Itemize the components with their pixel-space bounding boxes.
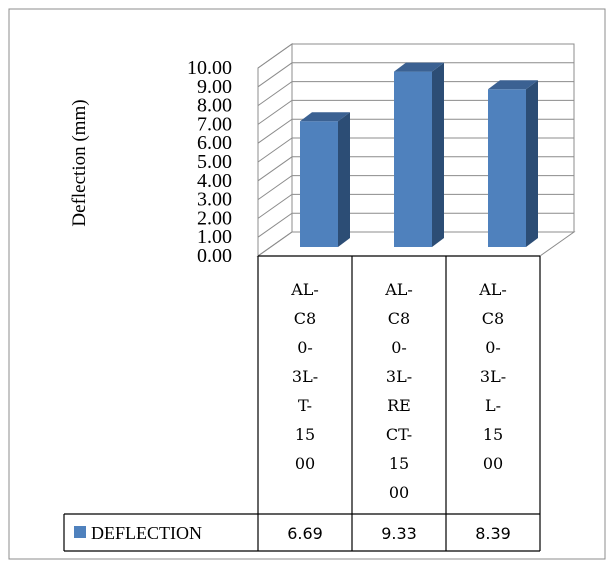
category-label-line: 0- [391,338,407,357]
category-label-line: C8 [294,309,316,328]
category-label: AL- C8 0- 3L- L- 15 00 [478,280,507,473]
gridline [257,212,574,238]
bar [488,80,538,247]
category-label-line: 0- [485,338,501,357]
bar-front [300,121,338,247]
category-label-line: 00 [295,454,315,473]
gridline [257,43,574,69]
gridline [257,99,574,125]
gridline [257,81,574,107]
category-label-line: 3L- [386,367,412,386]
y-tick-label: 7.00 [197,113,232,135]
category-label-line: AL- [290,280,319,299]
y-axis-ticks: 0.001.002.003.004.005.006.007.008.009.00… [187,57,232,267]
legend-key [74,526,86,538]
y-tick-label: 5.00 [197,151,232,173]
bar-top [488,80,538,90]
data-table-value: 6.69 [287,524,323,543]
category-label-line: C8 [482,309,504,328]
category-label-line: CT- [386,425,412,444]
gridline [257,193,574,219]
y-tick-label: 4.00 [197,170,232,192]
category-label-line: 15 [483,425,503,444]
gridline [257,231,574,257]
category-label-line: 3L- [480,367,506,386]
y-tick-label: 9.00 [197,76,232,98]
y-tick-label: 1.00 [197,226,232,248]
legend-entry: DEFLECTION [91,523,202,543]
category-label-line: L- [485,396,501,415]
category-label-line: 00 [389,483,409,502]
bar-side [526,80,538,247]
gridline [257,175,574,201]
gridline [257,62,574,88]
bar [300,112,350,247]
category-label-line: RE [387,396,411,415]
gridline [257,137,574,163]
data-table-value: 8.39 [475,524,511,543]
gridline [257,156,574,182]
category-label-line: C8 [388,309,410,328]
category-label-line: AL- [478,280,507,299]
category-label-line: T- [298,396,312,415]
data-table-value: 9.33 [381,524,417,543]
bar [394,62,444,247]
category-label-line: 3L- [292,367,318,386]
category-label: AL- C8 0- 3L- RE CT- 15 00 [384,280,413,502]
bar-front [394,71,432,247]
y-tick-label: 6.00 [197,132,232,154]
y-tick-label: 3.00 [197,189,232,211]
gridline [257,118,574,144]
category-label: AL- C8 0- 3L- T- 15 00 [290,280,319,473]
bars [300,62,538,247]
category-label-line: 15 [389,454,409,473]
bar-side [338,112,350,247]
y-tick-label: 10.00 [187,57,232,79]
y-tick-label: 2.00 [197,207,232,229]
bar-top [394,62,444,72]
category-label-line: AL- [384,280,413,299]
category-label-line: 0- [297,338,313,357]
category-label-line: 00 [483,454,503,473]
category-label-line: 15 [295,425,315,444]
y-tick-label: 0.00 [197,245,232,267]
bar-top [300,112,350,122]
data-table: AL- C8 0- 3L- T- 15 00 AL- C8 0- 3L- RE CT- 15 00 AL- C8… [63,255,541,552]
bar-front [488,89,526,247]
bar-side [432,62,444,247]
y-tick-label: 8.00 [197,95,232,117]
gridlines [257,43,574,257]
y-axis-label: Deflection (mm) [69,99,90,226]
